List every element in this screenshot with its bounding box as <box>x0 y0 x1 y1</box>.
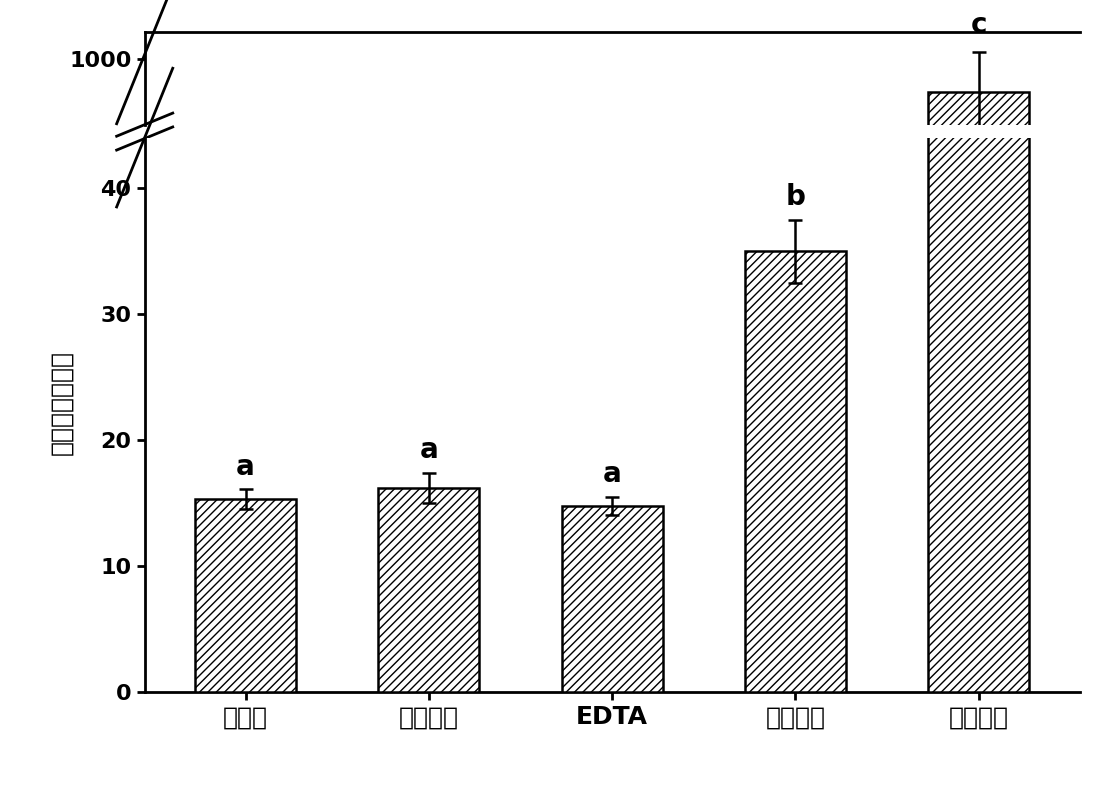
Bar <box>928 92 1030 805</box>
Bar <box>378 488 480 692</box>
Bar <box>195 499 296 692</box>
Text: a: a <box>603 460 621 488</box>
Bar <box>928 0 1030 692</box>
Text: a: a <box>236 452 255 481</box>
Bar <box>562 506 662 692</box>
Text: b: b <box>786 183 806 211</box>
Text: a: a <box>420 436 439 464</box>
Bar <box>745 251 846 692</box>
Text: 凝固时间（秒）: 凝固时间（秒） <box>49 350 73 455</box>
Text: c: c <box>971 10 987 39</box>
